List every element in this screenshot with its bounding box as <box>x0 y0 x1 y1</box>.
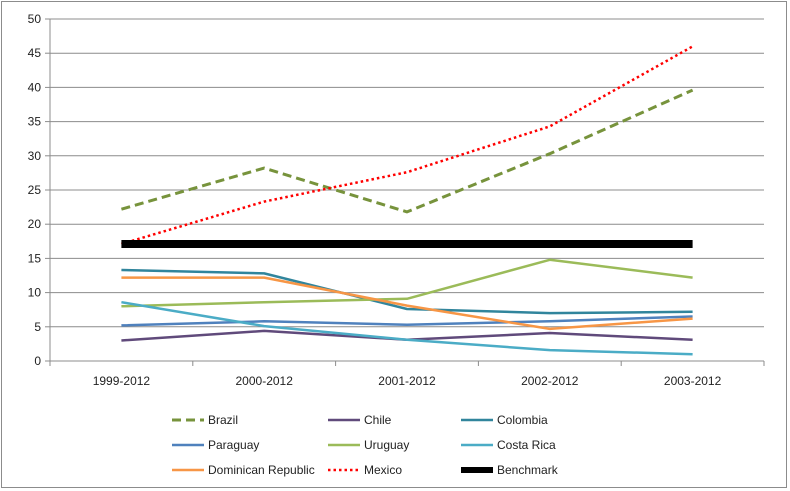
y-tick-label: 25 <box>28 183 42 197</box>
series-line-mexico <box>121 45 694 246</box>
x-tick-label: 2003-2012 <box>664 374 722 388</box>
x-axis-ticks: 1999-2012 2000-2012 2001-2012 2002-2012 2003… <box>93 374 722 388</box>
y-tick-label: 5 <box>34 320 41 334</box>
legend-label-dominican-republic: Dominican Republic <box>208 463 315 477</box>
series-line-costa-rica <box>121 300 693 356</box>
x-tick-label: 2001-2012 <box>378 374 436 388</box>
series-line-uruguay <box>121 258 693 308</box>
legend-label-benchmark: Benchmark <box>497 463 559 477</box>
axes <box>45 18 765 366</box>
legend-label-brazil: Brazil <box>208 413 238 427</box>
legend-label-colombia: Colombia <box>497 413 548 427</box>
y-tick-label: 35 <box>28 115 42 129</box>
y-tick-label: 20 <box>28 217 42 231</box>
y-tick-label: 40 <box>28 80 42 94</box>
legend-label-mexico: Mexico <box>364 463 402 477</box>
x-tick-label: 1999-2012 <box>93 374 151 388</box>
y-tick-label: 15 <box>28 251 42 265</box>
x-tick-label: 2002-2012 <box>521 374 579 388</box>
y-tick-label: 0 <box>34 354 41 368</box>
legend-label-uruguay: Uruguay <box>364 438 409 452</box>
x-tick-label: 2000-2012 <box>236 374 294 388</box>
legend-label-chile: Chile <box>364 413 392 427</box>
gridlines <box>50 18 764 328</box>
y-tick-label: 45 <box>28 46 42 60</box>
y-tick-label: 10 <box>28 286 42 300</box>
y-axis-ticks: 0 5 10 15 20 25 30 35 40 45 50 <box>28 12 42 368</box>
series-line-brazil <box>120 88 694 214</box>
legend-label-paraguay: Paraguay <box>208 438 259 452</box>
y-tick-label: 50 <box>28 12 42 26</box>
series-lines <box>120 45 694 356</box>
series-line-paraguay <box>121 315 693 327</box>
series-line-dominican-republic <box>121 276 693 331</box>
legend: Brazil Chile Colombia Paraguay Uruguay Costa … <box>172 413 559 477</box>
y-tick-label: 30 <box>28 149 42 163</box>
series-line-colombia <box>121 268 693 315</box>
legend-label-costa-rica: Costa Rica <box>497 438 556 452</box>
